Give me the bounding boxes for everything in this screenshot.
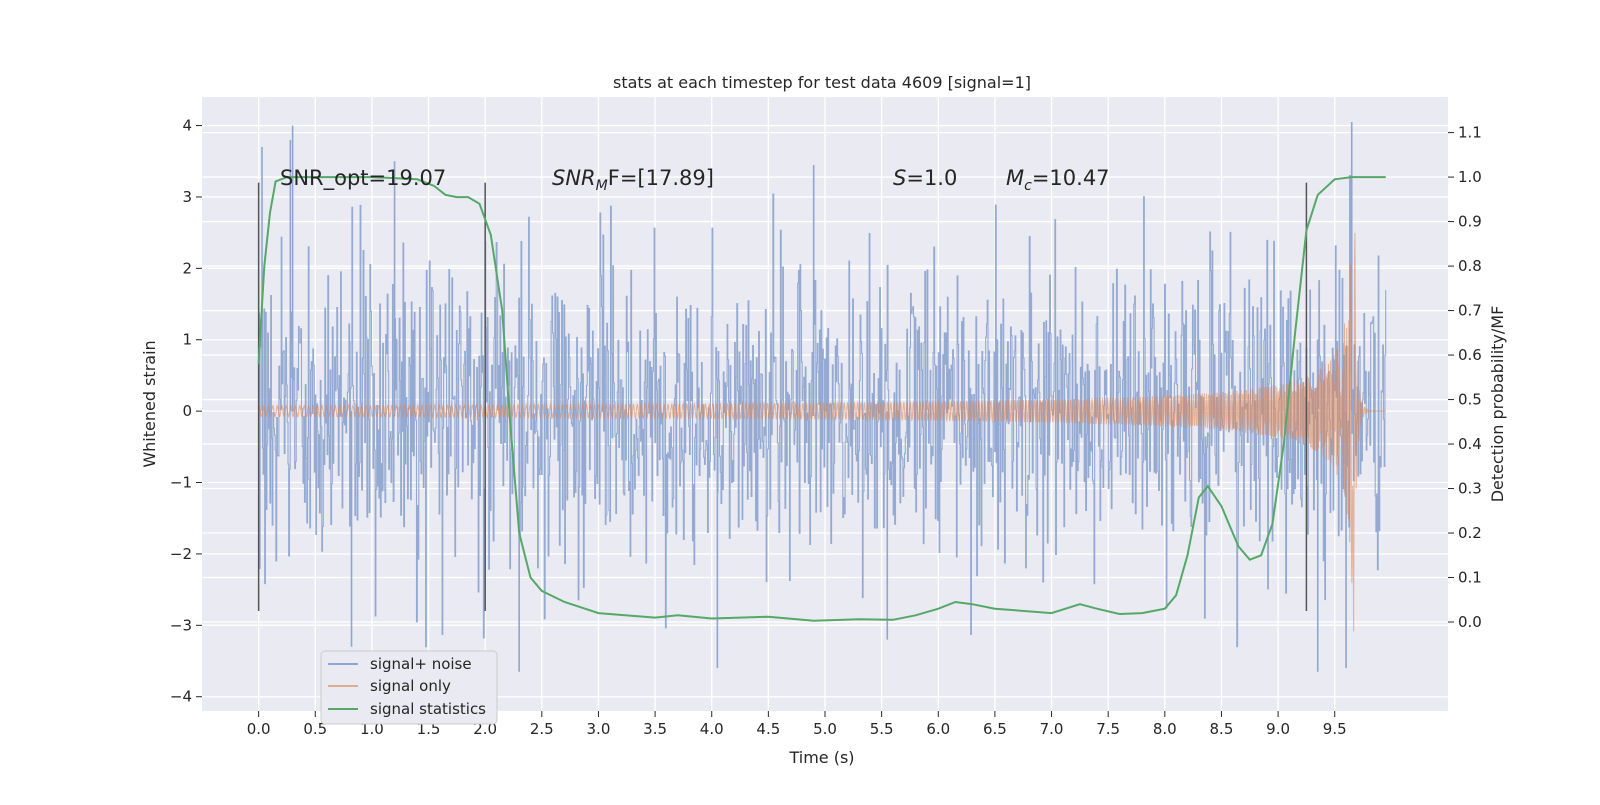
legend: signal+ noise signal only signal statist… [320, 650, 498, 725]
y-right-tick-label: 0.8 [1458, 257, 1482, 275]
x-tick-label: 3.5 [643, 720, 667, 738]
y-right-tick-label: 0.7 [1458, 302, 1482, 320]
y-right-axis-ticks: 1.1 1.0 0.9 0.8 0.7 0.6 0.5 0.4 0.3 0.2 0.1 0.0 [1448, 124, 1482, 631]
annotation-s-main: S [893, 166, 906, 190]
y-left-tick-label: −2 [170, 545, 192, 563]
y-left-tick-label: 3 [182, 188, 192, 206]
signal-statistics-line [257, 176, 1386, 622]
x-tick-label: 0.5 [303, 720, 327, 738]
y-left-tick-label: 4 [182, 117, 192, 135]
y-left-tick-label: −4 [170, 688, 192, 706]
x-tick-label: 5.0 [813, 720, 837, 738]
annotation-snr-mf-sub: M [596, 178, 608, 194]
y-left-tick-label: −1 [170, 474, 192, 492]
y-right-tick-label: 0.3 [1458, 480, 1482, 498]
y-right-tick-label: 0.1 [1458, 569, 1482, 587]
x-tick-label: 6.0 [926, 720, 950, 738]
series-signal-statistics [257, 176, 1386, 622]
x-tick-label: 7.0 [1040, 720, 1064, 738]
chart-title: stats at each timestep for test data 460… [613, 73, 1031, 92]
annotation-snr-mf-main: SNR [552, 166, 596, 190]
signal-noise-line [258, 174, 1387, 648]
y-left-tick-label: −3 [170, 616, 192, 634]
annotation-s: S=1.0 [893, 166, 957, 190]
signal-only-line [258, 232, 1386, 632]
x-tick-label: 9.0 [1266, 720, 1290, 738]
annotation-mc-sub: c [1024, 178, 1032, 194]
legend-box [320, 650, 498, 725]
x-axis-label: Time (s) [788, 748, 854, 767]
y-right-tick-label: 0.2 [1458, 524, 1482, 542]
y-right-tick-label: 0.5 [1458, 391, 1482, 409]
annotation-mc-main: M [1006, 166, 1024, 190]
x-tick-label: 4.0 [700, 720, 724, 738]
x-tick-label: 4.5 [756, 720, 780, 738]
x-tick-label: 6.5 [983, 720, 1007, 738]
series-signal-noise [258, 121, 1387, 672]
annotation-snr-opt: SNR_opt=19.07 [280, 166, 446, 191]
x-tick-label: 2.5 [530, 720, 554, 738]
legend-label-signal-only: signal only [370, 677, 451, 695]
y-right-tick-label: 0.6 [1458, 346, 1482, 364]
y-left-tick-label: 0 [182, 402, 192, 420]
y-right-axis-label: Detection probability/MF [1488, 306, 1507, 503]
y-right-tick-label: 1.1 [1458, 124, 1482, 142]
y-right-tick-label: 0.4 [1458, 435, 1482, 453]
x-tick-label: 5.5 [870, 720, 894, 738]
x-tick-label: 0.0 [247, 720, 271, 738]
x-tick-label: 9.5 [1323, 720, 1347, 738]
y-right-tick-label: 0.0 [1458, 613, 1482, 631]
x-tick-label: 7.5 [1096, 720, 1120, 738]
annotation-mc-rest: =10.47 [1032, 166, 1110, 190]
annotation-s-rest: =1.0 [906, 166, 957, 190]
annotation-snr-mf-rest: F=[17.89] [608, 166, 714, 190]
y-right-tick-label: 1.0 [1458, 168, 1482, 186]
annotation-mc: Mc=10.47 [1006, 166, 1110, 194]
annotation-snr-mf: SNRMF=[17.89] [552, 166, 714, 194]
y-left-tick-label: 1 [182, 331, 192, 349]
y-left-axis-ticks: 4 3 2 1 0 −1 −2 −3 −4 [170, 117, 202, 706]
legend-label-signal-noise: signal+ noise [370, 655, 472, 673]
x-tick-label: 8.0 [1153, 720, 1177, 738]
x-tick-label: 3.0 [587, 720, 611, 738]
series-signal-only [258, 232, 1386, 632]
y-right-tick-label: 0.9 [1458, 213, 1482, 231]
vertical-markers [257, 182, 1308, 612]
y-left-axis-label: Whitened strain [140, 340, 159, 467]
legend-label-signal-statistics: signal statistics [370, 700, 486, 718]
y-left-tick-label: 2 [182, 259, 192, 277]
x-tick-label: 8.5 [1210, 720, 1234, 738]
